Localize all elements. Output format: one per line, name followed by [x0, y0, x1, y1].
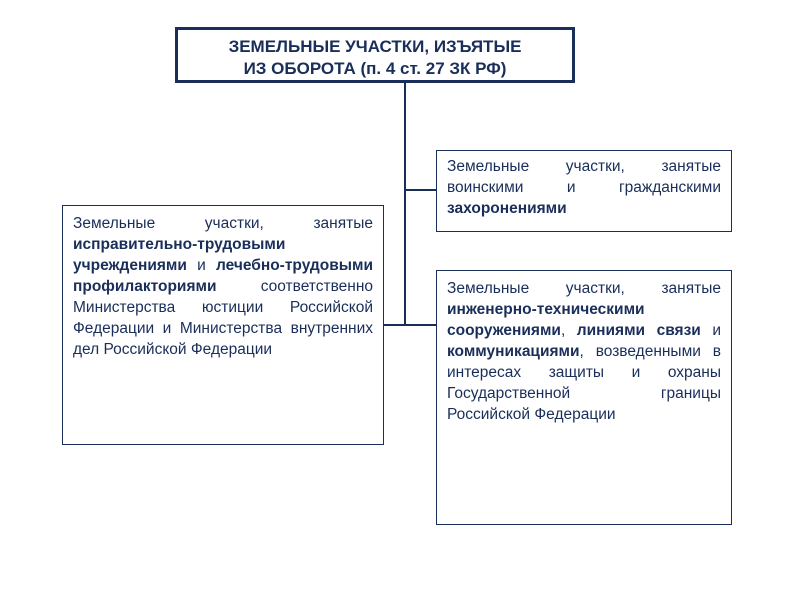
box-left: Земельные участки, занятые исправительно… — [62, 205, 384, 445]
box-right-top-text: Земельные участки, занятые воинскими и г… — [447, 157, 721, 220]
box-left-text: Земельные участки, занятые исправительно… — [73, 214, 373, 360]
box-right-top: Земельные участки, занятые воинскими и г… — [436, 150, 732, 232]
title-line-1: ЗЕМЕЛЬНЫЕ УЧАСТКИ, ИЗЪЯТЫЕ — [229, 37, 522, 56]
title-line-2: ИЗ ОБОРОТА (п. 4 ст. 27 ЗК РФ) — [244, 59, 507, 78]
box-right-bottom-text: Земельные участки, занятые инженерно-тех… — [447, 279, 721, 425]
box-right-bottom: Земельные участки, занятые инженерно-тех… — [436, 270, 732, 525]
title-box: ЗЕМЕЛЬНЫЕ УЧАСТКИ, ИЗЪЯТЫЕ ИЗ ОБОРОТА (п… — [175, 27, 575, 83]
